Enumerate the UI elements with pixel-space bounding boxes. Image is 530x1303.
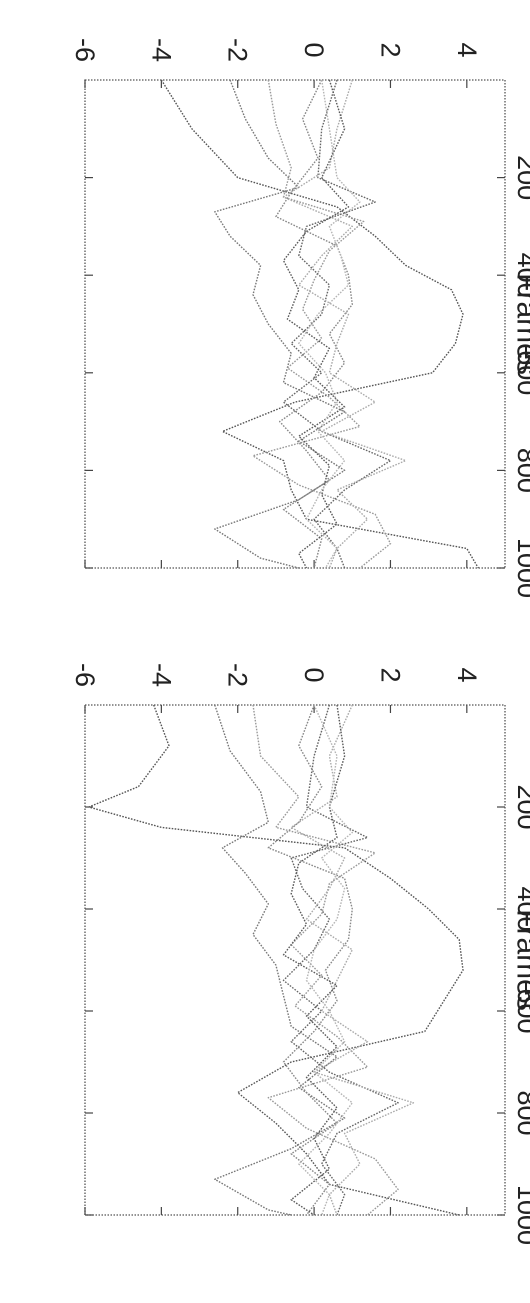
y-tick-label: -4 xyxy=(146,38,176,62)
x-tick-label: 1000 xyxy=(512,538,530,598)
y-tick-label: 4 xyxy=(452,42,482,57)
x-tick-label: 200 xyxy=(512,155,530,200)
series-line-4 xyxy=(284,705,399,1215)
x-tick-label: 1000 xyxy=(512,1185,530,1245)
y-tick-label: 2 xyxy=(375,667,405,682)
y-tick-label: -6 xyxy=(70,663,100,687)
y-tick-label: 4 xyxy=(452,667,482,682)
series-line-5 xyxy=(276,80,352,568)
series-line-1 xyxy=(89,705,463,1215)
x-tick-label: 800 xyxy=(512,448,530,493)
series-line-8 xyxy=(299,80,360,568)
y-tick-label: -4 xyxy=(146,663,176,687)
plot-frame xyxy=(85,705,505,1215)
series-line-7 xyxy=(284,705,345,1215)
y-tick-label: 2 xyxy=(375,42,405,57)
series-line-3 xyxy=(253,705,398,1215)
x-tick-label: 200 xyxy=(512,784,530,829)
y-tick-label: -2 xyxy=(223,663,253,687)
series-line-2 xyxy=(215,705,345,1215)
chart-panel-1: -6-4-20242004006008001000Frames xyxy=(70,38,530,598)
series-line-6 xyxy=(291,705,413,1215)
x-axis-title: Frames xyxy=(511,909,530,1011)
chart-panel-2: -6-4-20242004006008001000Frames xyxy=(70,663,530,1245)
series-line-3 xyxy=(253,80,391,568)
y-tick-label: -2 xyxy=(223,38,253,62)
x-tick-label: 800 xyxy=(512,1090,530,1135)
y-tick-label: -6 xyxy=(70,38,100,62)
x-axis-title: Frames xyxy=(511,273,530,375)
series-line-4 xyxy=(284,80,391,568)
y-tick-label: 0 xyxy=(299,42,329,57)
series-line-6 xyxy=(284,80,406,568)
y-tick-label: 0 xyxy=(299,667,329,682)
